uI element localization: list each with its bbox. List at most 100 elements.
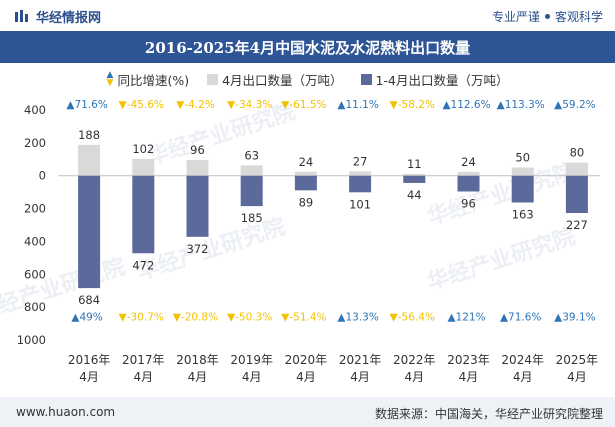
yoy-monthly-label: ▲112.6% bbox=[442, 99, 490, 111]
tagline-dot-icon bbox=[544, 14, 550, 19]
legend-yoy-icon: ▲ ▼ bbox=[106, 70, 114, 88]
monthly-bar bbox=[511, 167, 534, 176]
top-bar: 华经情报网 专业严谨 客观科学 bbox=[0, 0, 615, 32]
y-tick-label: 0 bbox=[39, 169, 46, 183]
yoy-cumulative-label: ▼-20.8% bbox=[173, 311, 218, 323]
cumulative-bar bbox=[240, 175, 263, 207]
yoy-monthly-label: ▲71.6% bbox=[66, 99, 107, 111]
monthly-value-label: 24 bbox=[461, 155, 476, 169]
monthly-bar bbox=[240, 165, 263, 176]
y-tick-label: 400 bbox=[24, 234, 46, 248]
cumulative-bar bbox=[132, 175, 155, 254]
brand[interactable]: 华经情报网 bbox=[14, 7, 101, 26]
footer-website[interactable]: www.huaon.com bbox=[16, 405, 116, 419]
monthly-bar bbox=[349, 171, 372, 176]
monthly-value-label: 63 bbox=[244, 148, 259, 162]
yoy-cumulative-label: ▼-50.3% bbox=[227, 311, 272, 323]
x-tick-label-year: 2025年 bbox=[556, 353, 599, 367]
legend-cumulative-label: 1-4月出口数量（万吨） bbox=[375, 72, 509, 88]
x-tick-label-month: 4月 bbox=[242, 370, 262, 384]
yoy-cumulative-label: ▲71.6% bbox=[500, 311, 541, 323]
watermark-text: 华经产业研究院 bbox=[424, 158, 579, 230]
legend-yoy-label: 同比增速(%) bbox=[117, 72, 190, 88]
tagline: 专业严谨 客观科学 bbox=[492, 8, 603, 25]
x-tick-label-month: 4月 bbox=[513, 370, 533, 384]
x-tick-label-month: 4月 bbox=[79, 370, 99, 384]
cumulative-bar bbox=[349, 175, 372, 193]
yoy-monthly-label: ▼-34.3% bbox=[227, 99, 272, 111]
y-tick-label: 400 bbox=[24, 103, 46, 117]
chart-title: 2016-2025年4月中国水泥及水泥熟料出口数量 bbox=[0, 31, 615, 63]
yoy-cumulative-label: ▲39.1% bbox=[554, 311, 595, 323]
monthly-bar bbox=[457, 171, 480, 176]
cumulative-value-label: 96 bbox=[461, 196, 476, 210]
watermark-text: 华经产业研究院 bbox=[424, 223, 579, 295]
yoy-monthly-label: ▼-4.2% bbox=[176, 99, 215, 111]
watermark-text: 华经产业研究院 bbox=[144, 98, 299, 170]
tagline-left: 专业严谨 bbox=[491, 10, 540, 24]
watermark-text: 华经产业研究院 bbox=[134, 213, 289, 285]
legend-item-yoy: ▲ ▼ 同比增速(%) bbox=[107, 70, 190, 89]
monthly-value-label: 11 bbox=[407, 157, 422, 171]
cumulative-value-label: 472 bbox=[132, 258, 154, 272]
x-tick-label-month: 4月 bbox=[296, 370, 316, 384]
monthly-value-label: 96 bbox=[190, 143, 205, 157]
x-tick-label-month: 4月 bbox=[567, 370, 587, 384]
footer-source: 数据来源：中国海关，华经产业研究院整理 bbox=[374, 407, 603, 421]
x-tick-label-month: 4月 bbox=[350, 370, 370, 384]
cumulative-value-label: 684 bbox=[78, 293, 100, 307]
legend-cumulative-swatch bbox=[360, 73, 372, 85]
yoy-cumulative-label: ▼-51.4% bbox=[281, 311, 326, 323]
cumulative-value-label: 44 bbox=[407, 188, 422, 202]
cumulative-value-label: 372 bbox=[187, 242, 209, 256]
x-tick-label-year: 2016年 bbox=[68, 353, 111, 367]
monthly-bar bbox=[565, 162, 588, 176]
watermark-text: 华经产业研究院 bbox=[0, 253, 128, 325]
monthly-bar bbox=[132, 158, 155, 176]
x-tick-label-year: 2018年 bbox=[176, 353, 219, 367]
cumulative-bar bbox=[457, 175, 480, 192]
legend: ▲ ▼ 同比增速(%) 4月出口数量（万吨） 1-4月出口数量（万吨） bbox=[0, 68, 615, 90]
yoy-cumulative-label: ▲13.3% bbox=[337, 311, 378, 323]
yoy-cumulative-label: ▲49% bbox=[71, 311, 102, 323]
legend-item-monthly: 4月出口数量（万吨） bbox=[207, 70, 343, 89]
x-tick-label-year: 2020年 bbox=[285, 353, 328, 367]
monthly-bar bbox=[78, 144, 101, 176]
brand-logo-icon bbox=[15, 10, 28, 22]
x-tick-label-month: 4月 bbox=[133, 370, 153, 384]
yoy-monthly-label: ▼-45.6% bbox=[119, 99, 164, 111]
y-tick-label: 800 bbox=[24, 300, 46, 314]
yoy-monthly-label: ▲11.1% bbox=[337, 99, 378, 111]
x-tick-label-year: 2022年 bbox=[393, 353, 436, 367]
x-tick-label-month: 4月 bbox=[188, 370, 208, 384]
cumulative-bar bbox=[186, 175, 209, 237]
cumulative-bar bbox=[78, 175, 101, 289]
legend-monthly-label: 4月出口数量（万吨） bbox=[222, 72, 343, 88]
monthly-bar bbox=[186, 159, 209, 176]
x-tick-label-year: 2023年 bbox=[447, 353, 490, 367]
y-tick-label: 600 bbox=[24, 267, 46, 281]
y-tick-label: 200 bbox=[24, 202, 46, 216]
monthly-value-label: 24 bbox=[299, 155, 314, 169]
cumulative-bar bbox=[294, 175, 317, 191]
yoy-monthly-label: ▼-58.2% bbox=[390, 99, 435, 111]
monthly-bar bbox=[294, 171, 317, 176]
yoy-cumulative-label: ▼-56.4% bbox=[390, 311, 435, 323]
x-tick-label-year: 2021年 bbox=[339, 353, 382, 367]
cumulative-value-label: 163 bbox=[512, 207, 534, 221]
monthly-bar bbox=[403, 173, 426, 176]
x-tick-label-year: 2024年 bbox=[501, 353, 544, 367]
cumulative-value-label: 185 bbox=[241, 211, 263, 225]
yoy-cumulative-label: ▲121% bbox=[447, 311, 485, 323]
yoy-monthly-label: ▲113.3% bbox=[497, 99, 545, 111]
cumulative-bar bbox=[511, 175, 534, 203]
monthly-value-label: 188 bbox=[78, 128, 100, 142]
x-tick-label-month: 4月 bbox=[404, 370, 424, 384]
y-tick-label: 200 bbox=[24, 136, 46, 150]
cumulative-bar bbox=[403, 175, 426, 183]
x-tick-label-year: 2017年 bbox=[122, 353, 165, 367]
cumulative-bar bbox=[565, 175, 588, 214]
x-tick-label-year: 2019年 bbox=[230, 353, 273, 367]
cumulative-value-label: 101 bbox=[349, 197, 371, 211]
